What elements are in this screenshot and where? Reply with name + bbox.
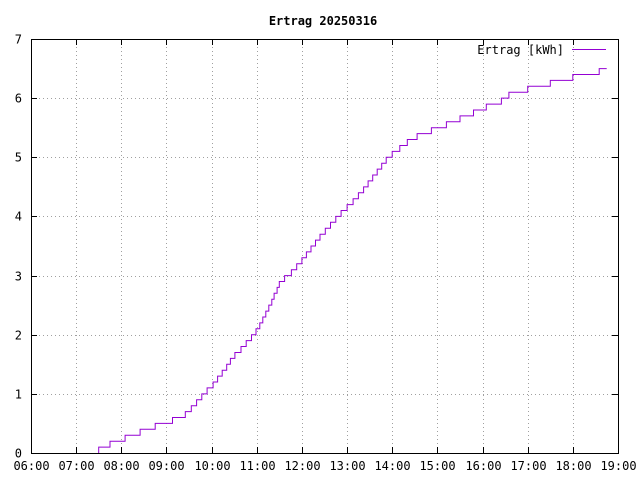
- x-tick-labels: 06:00 07:00 08:00 09:00 10:00 11:00 12:00 13:00…: [13, 459, 636, 473]
- plot-border: [31, 39, 619, 454]
- y-tick-label: 0: [15, 447, 22, 461]
- x-tick-label: 18:00: [555, 459, 591, 473]
- x-tick-label: 16:00: [465, 459, 501, 473]
- x-tick-label: 08:00: [103, 459, 139, 473]
- x-tick-label: 17:00: [510, 459, 546, 473]
- x-tick-label: 11:00: [239, 459, 275, 473]
- x-tick-label: 15:00: [419, 459, 455, 473]
- y-tick-label: 7: [15, 33, 22, 47]
- series-line-ertrag: [98, 68, 607, 453]
- x-tick-label: 10:00: [194, 459, 230, 473]
- y-tick-label: 2: [15, 329, 22, 343]
- x-tick-label: 12:00: [284, 459, 320, 473]
- x-tick-label: 07:00: [58, 459, 94, 473]
- tick-marks: [31, 39, 619, 454]
- x-tick-label: 09:00: [148, 459, 184, 473]
- x-tick-label: 13:00: [329, 459, 365, 473]
- x-tick-label: 06:00: [13, 459, 49, 473]
- x-tick-label: 19:00: [600, 459, 636, 473]
- legend: Ertrag [kWh]: [477, 43, 606, 57]
- y-tick-label: 3: [15, 270, 22, 284]
- chart-title: Ertrag 20250316: [269, 14, 377, 28]
- y-tick-label: 4: [15, 210, 22, 224]
- grid-lines: [31, 39, 618, 453]
- y-tick-labels: 0 1 2 3 4 5 6 7: [15, 33, 22, 461]
- x-tick-label: 14:00: [374, 459, 410, 473]
- legend-label: Ertrag [kWh]: [477, 43, 564, 57]
- y-tick-label: 6: [15, 92, 22, 106]
- series-layer: [98, 68, 607, 453]
- y-tick-label: 5: [15, 151, 22, 165]
- y-tick-label: 1: [15, 388, 22, 402]
